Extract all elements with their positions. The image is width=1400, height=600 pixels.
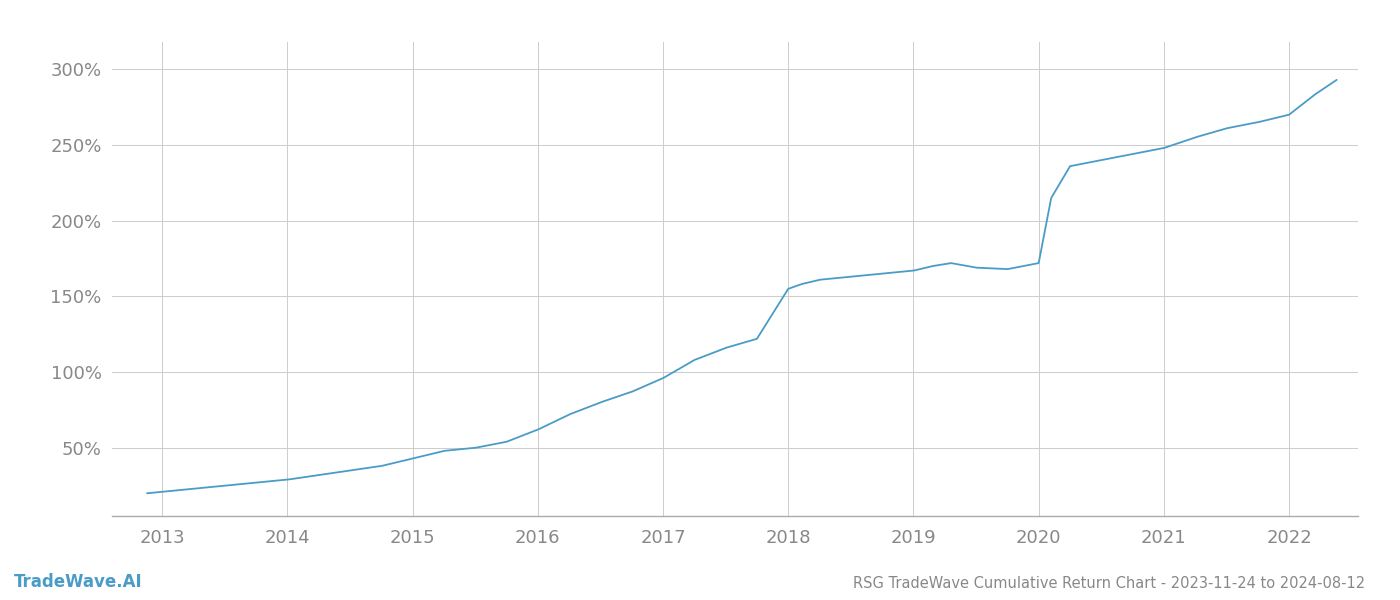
Text: TradeWave.AI: TradeWave.AI: [14, 573, 143, 591]
Text: RSG TradeWave Cumulative Return Chart - 2023-11-24 to 2024-08-12: RSG TradeWave Cumulative Return Chart - …: [853, 576, 1365, 591]
